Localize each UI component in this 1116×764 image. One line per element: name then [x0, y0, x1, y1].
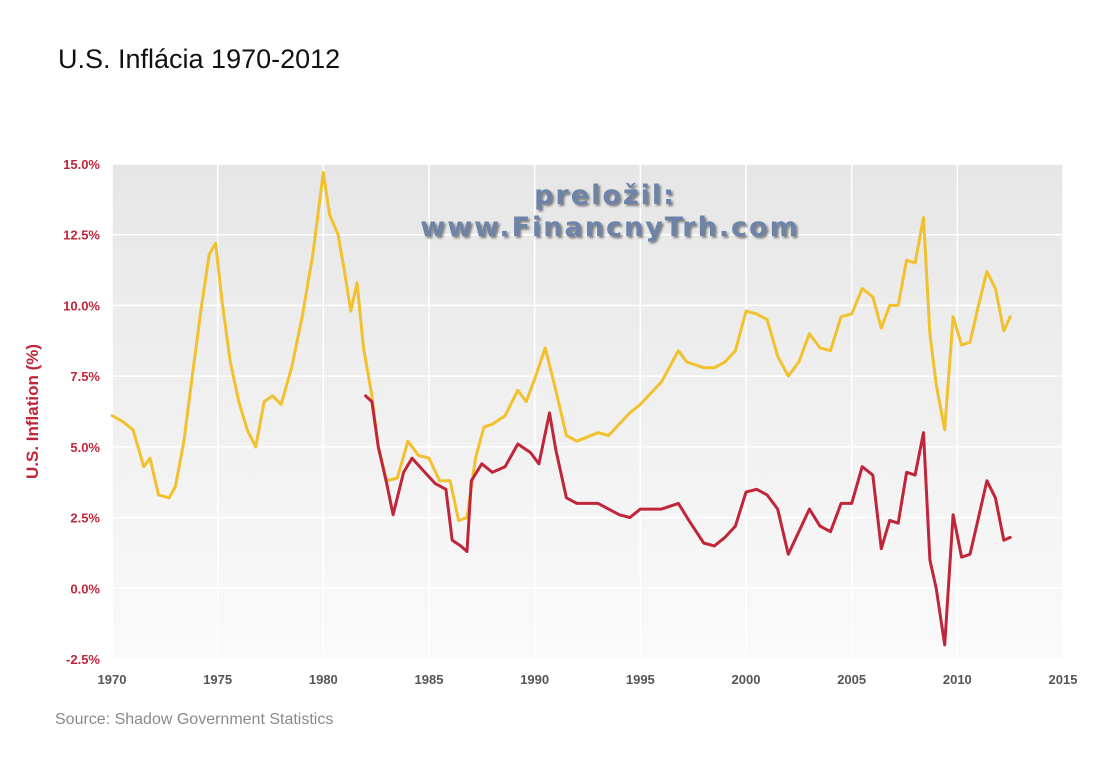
- x-tick-label: 2015: [1049, 672, 1078, 687]
- x-tick-label: 1995: [626, 672, 655, 687]
- x-tick-label: 1990: [520, 672, 549, 687]
- y-axis-label: U.S. Inflation (%): [23, 344, 42, 479]
- watermark-line-2: www.FinancnyTrh.com: [420, 212, 800, 243]
- x-tick-labels: 1970 1975 1980 1985 1990 1995 2000 2005 2010 2015: [98, 672, 1078, 687]
- y-tick-label: -2.5%: [66, 652, 100, 667]
- grid: [111, 163, 1064, 660]
- x-tick-label: 1985: [415, 672, 444, 687]
- source-note: Source: Shadow Government Statistics: [55, 711, 334, 728]
- x-tick-label: 1970: [98, 672, 127, 687]
- y-tick-label: 12.5%: [63, 228, 100, 243]
- x-tick-label: 1980: [309, 672, 338, 687]
- slide-title: U.S. Inflácia 1970-2012: [58, 44, 341, 74]
- y-tick-label: 7.5%: [70, 369, 100, 384]
- y-tick-label: 15.0%: [63, 157, 100, 172]
- series-lines: [110, 171, 1012, 647]
- y-tick-label: 5.0%: [70, 440, 100, 455]
- y-tick-label: 0.0%: [70, 581, 100, 596]
- y-tick-label: 2.5%: [70, 511, 100, 526]
- x-tick-label: 2010: [943, 672, 972, 687]
- y-tick-labels: -2.5% 0.0% 2.5% 5.0% 7.5% 10.0% 12.5% 15.0%: [63, 157, 100, 667]
- series-line-1: [110, 171, 1012, 522]
- y-tick-label: 10.0%: [63, 298, 100, 313]
- plot-background: [112, 164, 1063, 659]
- series-line-2: [364, 394, 1012, 647]
- x-tick-label: 2000: [732, 672, 761, 687]
- x-tick-label: 2005: [837, 672, 866, 687]
- x-tick-label: 1975: [203, 672, 232, 687]
- watermark-line-1: preložil:: [534, 180, 676, 211]
